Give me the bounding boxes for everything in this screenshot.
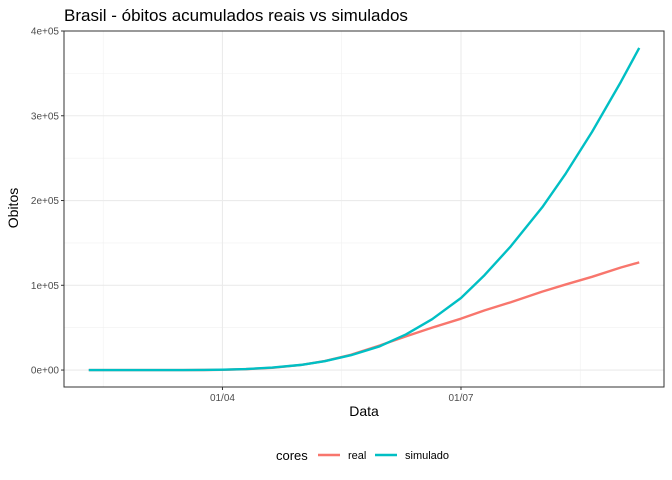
y-axis-title: Obitos bbox=[5, 188, 21, 228]
chart-title: Brasil - óbitos acumulados reais vs simu… bbox=[64, 6, 408, 25]
y-tick-label: 1e+05 bbox=[31, 281, 60, 292]
x-tick-label: 01/07 bbox=[448, 393, 473, 404]
legend-label-simulado: simulado bbox=[405, 450, 449, 462]
y-tick-label: 3e+05 bbox=[31, 111, 60, 122]
legend-title: cores bbox=[276, 448, 308, 463]
y-tick-label: 0e+00 bbox=[31, 366, 60, 377]
x-tick-label: 01/04 bbox=[210, 393, 235, 404]
y-tick-label: 4e+05 bbox=[31, 27, 60, 38]
legend: cores real simulado bbox=[276, 448, 449, 463]
series-line-simulado bbox=[88, 47, 641, 372]
x-axis-title: Data bbox=[349, 403, 379, 419]
legend-label-real: real bbox=[348, 450, 366, 462]
plot-border bbox=[63, 30, 665, 388]
y-tick-label: 2e+05 bbox=[31, 196, 60, 207]
plot-panel: 0e+00 1e+05 2e+05 3e+05 4e+05 01/04 01/07 bbox=[31, 27, 665, 404]
plot-background bbox=[64, 31, 664, 387]
